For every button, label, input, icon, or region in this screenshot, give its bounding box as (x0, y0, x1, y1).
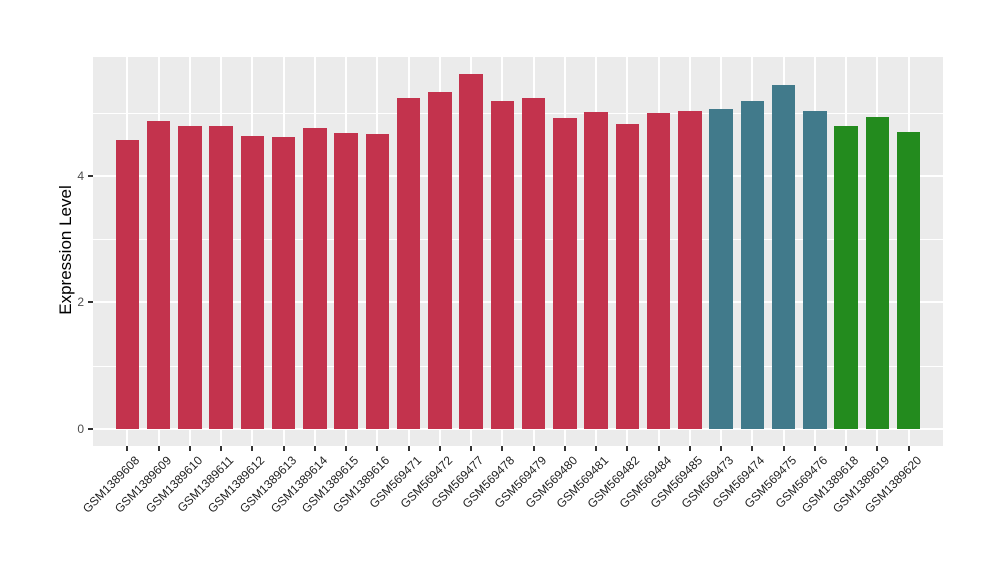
bar (490, 100, 515, 429)
bar (646, 112, 671, 429)
bar (115, 139, 140, 429)
x-tick (188, 446, 191, 451)
x-tick (563, 446, 566, 451)
y-tick-label: 4 (77, 168, 84, 183)
x-tick (907, 446, 910, 451)
gridline-major (93, 174, 943, 177)
bar (678, 110, 702, 429)
bar (553, 117, 577, 429)
bar (428, 91, 452, 429)
x-tick (251, 446, 254, 451)
gridline-minor (93, 112, 943, 114)
bar (834, 125, 858, 429)
gridline-minor (93, 365, 943, 367)
bar (615, 123, 640, 429)
x-tick (282, 446, 285, 451)
x-tick (220, 446, 223, 451)
y-tick (88, 428, 93, 430)
x-tick (501, 446, 504, 451)
bar (303, 127, 327, 429)
bar (865, 116, 890, 429)
bar (209, 125, 233, 429)
x-tick (751, 446, 754, 451)
x-tick (657, 446, 660, 451)
x-tick (876, 446, 879, 451)
bar (178, 125, 202, 429)
bar (709, 108, 733, 429)
x-tick (313, 446, 316, 451)
x-tick (157, 446, 160, 451)
x-tick (345, 446, 348, 451)
bar (896, 132, 921, 429)
x-tick (782, 446, 785, 451)
bar (521, 97, 546, 429)
x-tick (595, 446, 598, 451)
gridline-minor (93, 239, 943, 241)
bar (365, 134, 390, 429)
bar (396, 97, 421, 429)
y-tick-label: 2 (77, 295, 84, 310)
bar (146, 120, 171, 429)
plot-panel (93, 57, 943, 446)
bar (584, 111, 608, 429)
x-tick (532, 446, 535, 451)
y-tick (88, 301, 93, 304)
x-tick (813, 446, 816, 451)
x-tick (407, 446, 410, 451)
x-tick (688, 446, 691, 451)
x-tick (376, 446, 379, 451)
x-tick (845, 446, 848, 451)
x-tick (626, 446, 629, 451)
x-tick (720, 446, 723, 451)
bar (771, 85, 796, 429)
x-tick (126, 446, 129, 451)
bar (240, 135, 265, 429)
gridline-major (93, 428, 943, 430)
bar (740, 100, 765, 429)
x-tick (438, 446, 441, 451)
bar (459, 73, 483, 429)
y-tick-label: 0 (77, 422, 84, 436)
bar (334, 133, 358, 429)
bar (803, 111, 827, 429)
y-tick (88, 174, 93, 177)
gridline-major (93, 301, 943, 304)
bar (271, 137, 296, 429)
x-tick (470, 446, 473, 451)
